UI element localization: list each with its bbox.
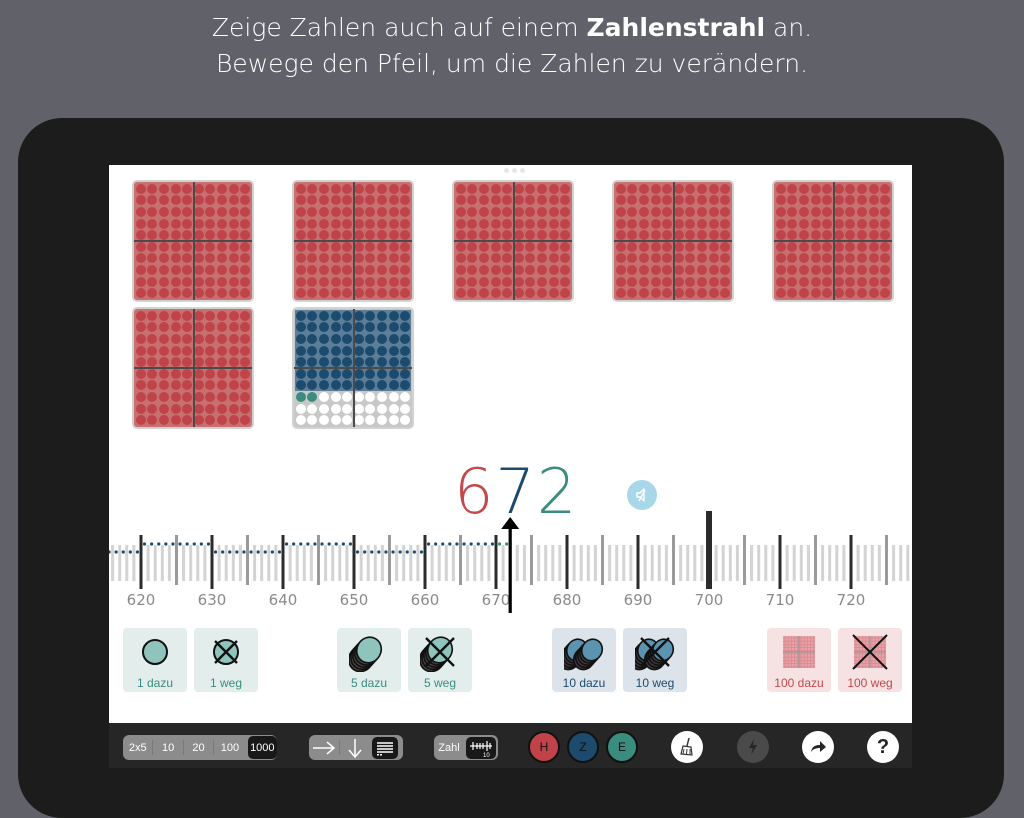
range-option-2x5[interactable]: 2x5 <box>128 741 147 754</box>
view-option-number[interactable]: Zahl <box>438 741 460 754</box>
action-100-dazu[interactable]: 100 dazu <box>767 628 831 692</box>
hundred-block[interactable] <box>452 180 574 302</box>
broom-icon <box>680 737 693 756</box>
hundred-block[interactable] <box>772 180 894 302</box>
range-option-10[interactable]: 10 <box>161 741 175 754</box>
svg-text:670: 670 <box>482 591 511 609</box>
svg-text:620: 620 <box>127 591 156 609</box>
svg-text:10: 10 <box>483 753 490 758</box>
hundred-block-icon <box>783 636 815 668</box>
view-selector[interactable]: Zahl 10 <box>434 735 498 760</box>
five-counters-remove-icon <box>420 636 455 672</box>
action-label: 10 dazu <box>562 676 606 690</box>
lightning-icon <box>749 739 757 755</box>
layout-option-row[interactable] <box>309 735 339 760</box>
svg-text:630: 630 <box>198 591 227 609</box>
layout-selector[interactable] <box>309 735 403 760</box>
action-label: 5 dazu <box>350 676 388 690</box>
bottom-toolbar: 2x5 10 20 100 1000 Zahl 10 H Z E <box>109 723 912 768</box>
instruction-line-1: Zeige Zahlen auch auf einem Zahlenstrahl… <box>211 13 813 42</box>
speaker-muted-icon <box>636 488 646 502</box>
help-button[interactable]: ? <box>867 731 899 763</box>
clear-button[interactable] <box>671 731 703 763</box>
instruction-keyword: Zahlenstrahl <box>586 13 766 42</box>
hundred-block[interactable] <box>292 180 414 302</box>
action-label: 100 dazu <box>774 676 824 690</box>
svg-text:700: 700 <box>695 591 724 609</box>
range-option-20[interactable]: 20 <box>192 741 205 754</box>
action-label: 10 weg <box>635 676 675 690</box>
action-1-dazu[interactable]: 1 dazu <box>123 628 187 692</box>
svg-text:650: 650 <box>340 591 369 609</box>
one-counter-remove-icon <box>213 639 239 665</box>
svg-text:720: 720 <box>837 591 866 609</box>
five-counters-icon <box>349 636 383 672</box>
range-selector[interactable]: 2x5 10 20 100 1000 <box>123 735 278 760</box>
svg-text:660: 660 <box>411 591 440 609</box>
instruction-header: Zeige Zahlen auch auf einem Zahlenstrahl… <box>0 10 1024 82</box>
tens-digit: 7 <box>495 455 537 528</box>
one-counter-icon <box>142 639 168 665</box>
action-label: 1 weg <box>209 676 243 690</box>
action-label: 100 weg <box>847 676 893 690</box>
tens-ones-block[interactable] <box>292 307 414 429</box>
tens-button[interactable]: Z <box>567 731 599 763</box>
ten-counters-icon <box>564 638 604 671</box>
action-5-weg[interactable]: 5 weg <box>408 628 472 692</box>
lines-icon <box>377 741 393 755</box>
svg-text:680: 680 <box>553 591 582 609</box>
share-arrow-icon <box>811 741 826 752</box>
action-5-dazu[interactable]: 5 dazu <box>337 628 401 692</box>
action-10-dazu[interactable]: 10 dazu <box>552 628 616 692</box>
share-button[interactable] <box>802 731 834 763</box>
app-screen: 672 620 630 640 650 660 670 680 690 700 710 720 1 … <box>109 165 912 723</box>
view-option-numberline[interactable]: 10 <box>466 736 496 759</box>
arrow-right-icon <box>313 740 336 755</box>
layout-option-lines[interactable] <box>372 736 398 759</box>
number-display: 672 <box>454 455 578 528</box>
multitasking-grabber[interactable] <box>504 168 525 173</box>
action-label: 1 dazu <box>136 676 174 690</box>
hundred-block[interactable] <box>612 180 734 302</box>
range-option-1000[interactable]: 1000 <box>247 736 278 759</box>
number-line[interactable]: 620 630 640 650 660 670 680 690 700 710 720 <box>109 505 912 620</box>
ones-digit: 2 <box>536 455 579 528</box>
svg-text:690: 690 <box>624 591 653 609</box>
action-1-weg[interactable]: 1 weg <box>194 628 258 692</box>
speaker-button[interactable] <box>627 480 657 510</box>
layout-option-column[interactable] <box>340 735 370 760</box>
hundred-block[interactable] <box>132 307 254 429</box>
hundreds-digit: 6 <box>454 455 496 528</box>
lightning-button[interactable] <box>737 731 769 763</box>
ten-counters-remove-icon <box>635 637 675 671</box>
svg-text:640: 640 <box>269 591 298 609</box>
number-line-pointer[interactable] <box>501 517 520 613</box>
svg-text:710: 710 <box>766 591 795 609</box>
action-label: 5 weg <box>423 676 457 690</box>
range-option-100[interactable]: 100 <box>220 741 240 754</box>
arrow-down-icon <box>348 738 362 758</box>
numberline-mini-icon: 10 <box>470 740 492 758</box>
action-10-weg[interactable]: 10 weg <box>623 628 687 692</box>
instruction-line-2: Bewege den Pfeil, um die Zahlen zu verän… <box>215 49 809 78</box>
hundred-block[interactable] <box>132 180 254 302</box>
hundred-block-remove-icon <box>852 634 888 670</box>
ones-button[interactable]: E <box>606 731 638 763</box>
hundreds-button[interactable]: H <box>528 731 560 763</box>
action-100-weg[interactable]: 100 weg <box>838 628 902 692</box>
